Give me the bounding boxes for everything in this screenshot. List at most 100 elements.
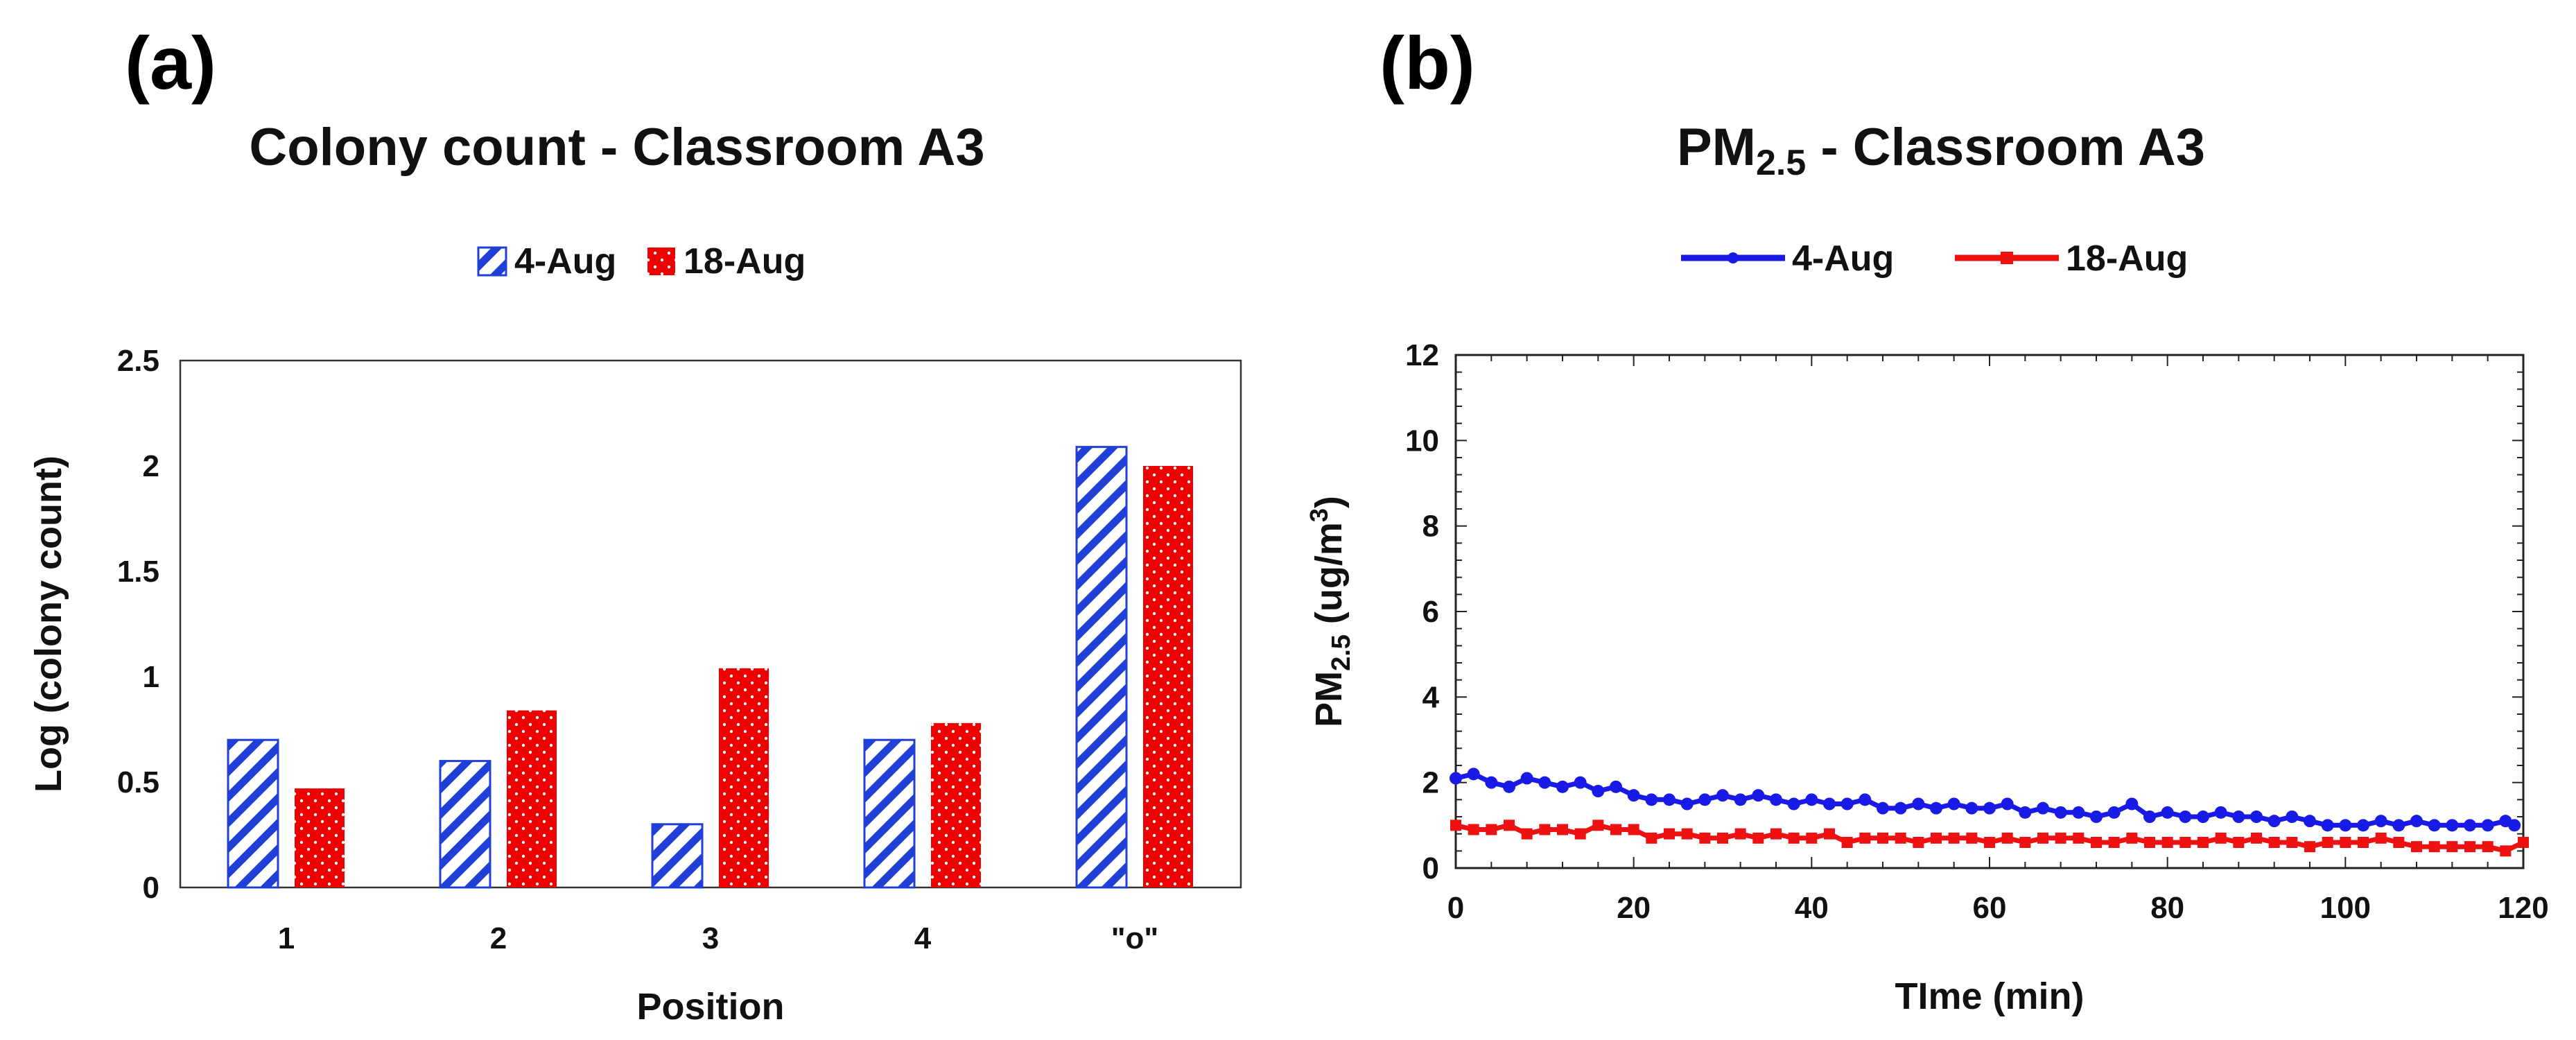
- point-4-aug: [1503, 780, 1515, 793]
- point-4-aug: [1592, 785, 1605, 797]
- point-4-aug: [1840, 797, 1854, 811]
- chart-b-ytick-label: 0: [1422, 851, 1439, 885]
- bar-4-aug-pos-3: [651, 823, 704, 889]
- point-18-aug: [1557, 824, 1568, 835]
- point-18-aug: [2268, 837, 2280, 848]
- point-4-aug: [1556, 780, 1569, 793]
- point-4-aug: [2161, 806, 2174, 819]
- point-18-aug: [2286, 837, 2298, 848]
- point-4-aug: [1752, 789, 1765, 802]
- point-4-aug: [2019, 806, 2032, 819]
- chart-a-ytick-label: 0: [143, 871, 159, 905]
- chart-b-ylabel-unit: (ug/m: [1308, 522, 1350, 634]
- point-4-aug: [2001, 797, 2014, 811]
- point-4-aug: [2286, 811, 2299, 823]
- chart-a-ytick-label: 1.5: [117, 555, 159, 589]
- chart-b-ytick-label: 6: [1422, 595, 1439, 629]
- point-18-aug: [1664, 828, 1675, 840]
- chart-b-xtick-label: 60: [1973, 891, 2007, 925]
- panel-b: (b) PM2.5 - Classroom A3 4-Aug 18-Aug 02…: [1305, 21, 2549, 1017]
- chart-b-ylabel-subscript: 2.5: [1327, 634, 1356, 671]
- legend-b-label-4aug: 4-Aug: [1792, 239, 1894, 279]
- point-4-aug: [2090, 811, 2103, 823]
- chart-b-xtick-label: 40: [1795, 891, 1829, 925]
- point-4-aug: [1770, 793, 1782, 806]
- point-18-aug: [1610, 824, 1621, 835]
- chart-b-ytick-label: 4: [1422, 680, 1440, 714]
- chart-b-xtick-label: 120: [2498, 891, 2548, 925]
- point-4-aug: [1805, 793, 1818, 806]
- point-4-aug: [2232, 811, 2245, 823]
- point-18-aug: [1681, 828, 1693, 840]
- point-18-aug: [2108, 837, 2120, 848]
- chart-b-ytick-label: 12: [1405, 338, 1439, 372]
- point-4-aug: [1877, 801, 1889, 815]
- point-18-aug: [1734, 828, 1746, 840]
- point-4-aug: [2428, 819, 2441, 832]
- chart-b-legend: 4-Aug 18-Aug: [1681, 239, 2188, 279]
- bar-18-aug-pos-4: [931, 722, 981, 887]
- chart-b-xtick-label: 20: [1617, 891, 1651, 925]
- chart-a-ytick-label: 2: [143, 449, 159, 483]
- chart-a-bars: [227, 446, 1193, 889]
- point-18-aug: [2037, 832, 2048, 844]
- legend-a-swatch-18aug: [647, 248, 675, 275]
- point-4-aug: [2072, 806, 2085, 819]
- point-4-aug: [2392, 819, 2405, 832]
- chart-a-xtick-label: 3: [702, 921, 719, 955]
- point-18-aug: [1806, 832, 1818, 844]
- chart-b-ytick-label: 2: [1422, 766, 1439, 800]
- point-18-aug: [2500, 845, 2512, 857]
- point-4-aug: [1450, 772, 1462, 785]
- chart-a-x-axis: 1 2 3 4 "o": [278, 921, 1159, 955]
- point-18-aug: [1913, 837, 1924, 848]
- point-18-aug: [1788, 832, 1800, 844]
- point-4-aug: [1610, 780, 1622, 793]
- point-4-aug: [1467, 768, 1480, 781]
- chart-b-title: PM2.5 - Classroom A3: [1677, 118, 2205, 183]
- chart-a-xtick-label: 1: [278, 921, 295, 955]
- point-18-aug: [1824, 828, 1835, 840]
- point-4-aug: [1894, 801, 1907, 815]
- chart-b-title-suffix: - Classroom A3: [1806, 118, 2205, 177]
- point-18-aug: [2144, 837, 2155, 848]
- point-4-aug: [2464, 819, 2476, 832]
- point-18-aug: [2340, 837, 2351, 848]
- point-18-aug: [2215, 832, 2227, 844]
- point-4-aug: [2508, 819, 2521, 832]
- point-4-aug: [1538, 776, 1551, 789]
- point-18-aug: [2126, 832, 2138, 844]
- point-18-aug: [2446, 841, 2458, 853]
- bar-4-aug-pos-4: [863, 738, 916, 889]
- chart-a-xlabel: Position: [637, 986, 785, 1028]
- chart-a-xtick-label: "o": [1111, 921, 1159, 955]
- point-4-aug: [2054, 806, 2067, 819]
- legend-b-label-18aug: 18-Aug: [2066, 239, 2188, 279]
- point-18-aug: [2019, 837, 2031, 848]
- point-18-aug: [1895, 832, 1906, 844]
- point-4-aug: [2143, 811, 2156, 823]
- point-4-aug: [2321, 819, 2334, 832]
- point-4-aug: [1930, 801, 1942, 815]
- chart-b-title-main: PM: [1677, 118, 1756, 177]
- legend-a-label-18aug: 18-Aug: [684, 241, 806, 281]
- point-18-aug: [2251, 832, 2262, 844]
- point-4-aug: [2410, 815, 2423, 828]
- point-18-aug: [2411, 841, 2422, 853]
- chart-b-xlabel: TIme (min): [1895, 976, 2084, 1017]
- point-4-aug: [2304, 815, 2316, 828]
- point-18-aug: [1984, 837, 1995, 848]
- point-18-aug: [2322, 837, 2333, 848]
- chart-b-ylabel-main: PM: [1308, 671, 1350, 727]
- panel-a: (a) Colony count - Classroom A3 4-Aug 18…: [28, 21, 1242, 1028]
- point-18-aug: [2375, 832, 2387, 844]
- point-18-aug: [2055, 832, 2066, 844]
- point-4-aug: [2481, 819, 2494, 832]
- chart-b-ylabel-close: ): [1308, 496, 1350, 508]
- point-18-aug: [1841, 837, 1853, 848]
- chart-a-xtick-label: 2: [490, 921, 507, 955]
- point-4-aug: [1645, 793, 1658, 806]
- chart-a-plot-area: [179, 359, 1242, 889]
- point-18-aug: [2304, 841, 2315, 853]
- point-18-aug: [1752, 832, 1764, 844]
